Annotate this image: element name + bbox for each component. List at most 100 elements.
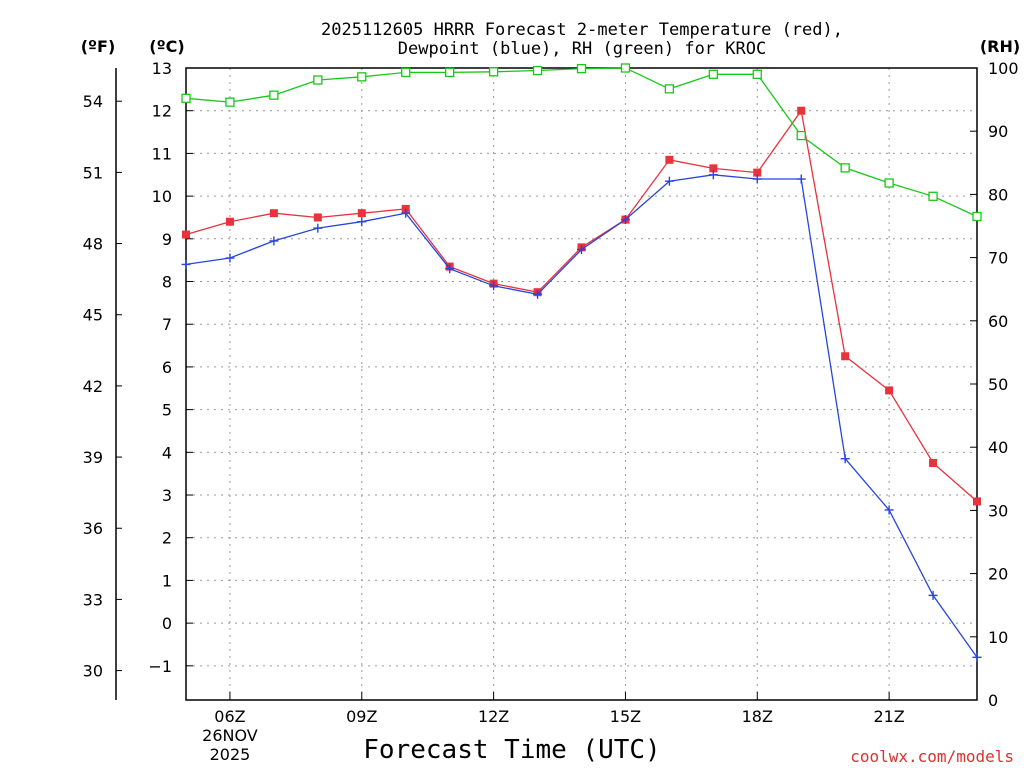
rh-point — [488, 67, 499, 77]
dewpoint-point — [313, 223, 323, 233]
rh-point — [181, 93, 191, 103]
rh-point — [401, 67, 411, 78]
chart-title-line-1: 2025112605 HRRR Forecast 2-meter Tempera… — [321, 20, 843, 40]
rh-point — [972, 211, 982, 222]
rh-tick-label: 30 — [988, 501, 1008, 520]
dewpoint-point — [269, 236, 279, 246]
dewpoint-point — [620, 215, 630, 225]
x-tick-label: 15Z — [610, 707, 641, 726]
rh-tick-label: 20 — [988, 565, 1008, 584]
rh-point — [576, 63, 587, 74]
x-tick-label: 06Z — [214, 707, 245, 726]
fahrenheit-tick-label: 45 — [83, 306, 103, 325]
temperature-point — [929, 459, 938, 467]
dewpoint-point — [884, 505, 894, 515]
grid-lines — [186, 67, 977, 700]
celsius-tick-label: 3 — [162, 486, 172, 505]
dewpoint-point — [225, 253, 235, 263]
fahrenheit-tick-label: 33 — [83, 590, 103, 609]
dewpoint-point — [928, 590, 938, 600]
temperature-point — [182, 230, 190, 239]
dewpoint-point — [664, 176, 674, 186]
rh-point — [928, 191, 938, 201]
fahrenheit-unit-label: (ºF) — [81, 37, 116, 56]
rh-point — [532, 65, 543, 76]
x-tick-year-label: 2025 — [210, 745, 251, 764]
dewpoint-point — [181, 259, 191, 269]
rh-tick-label: 0 — [988, 691, 998, 710]
rh-point — [313, 75, 323, 85]
celsius-tick-label: 2 — [162, 529, 172, 548]
dewpoint-point — [401, 208, 411, 218]
temperature-line — [185, 109, 978, 502]
celsius-tick-label: 12 — [152, 102, 172, 121]
celsius-unit-label: (ºC) — [149, 37, 184, 56]
x-tick-label: 18Z — [742, 707, 773, 726]
temperature-point — [269, 209, 278, 218]
rh-tick-label: 70 — [988, 249, 1008, 268]
axis-tick-labels: 131211109876543210−154514845423936333010… — [83, 59, 1019, 764]
fahrenheit-tick-label: 30 — [83, 662, 103, 681]
fahrenheit-tick-label: 36 — [83, 519, 103, 538]
celsius-tick-label: 11 — [152, 144, 172, 163]
temperature-point — [885, 386, 894, 395]
plot-frame — [185, 67, 978, 701]
temperature-point — [313, 213, 322, 222]
rh-tick-label: 90 — [988, 122, 1008, 141]
fahrenheit-tick-label: 54 — [83, 92, 103, 111]
dewpoint-point — [489, 281, 499, 291]
fahrenheit-tick-label: 39 — [83, 448, 103, 467]
rh-tick-label: 80 — [988, 185, 1008, 204]
dewpoint-point — [445, 264, 455, 274]
x-tick-label: 09Z — [346, 707, 377, 726]
x-axis-title: Forecast Time (UTC) — [363, 735, 660, 765]
celsius-tick-label: 5 — [162, 401, 172, 420]
rh-point — [708, 69, 718, 79]
axes — [115, 67, 978, 701]
rh-point — [445, 67, 455, 78]
rh-point — [225, 97, 235, 107]
celsius-tick-label: 6 — [162, 358, 172, 377]
temperature-point — [753, 168, 762, 177]
temperature-point — [841, 352, 850, 361]
rh-point — [357, 72, 367, 82]
fahrenheit-tick-label: 48 — [83, 235, 103, 254]
rh-point — [796, 130, 806, 141]
dewpoint-point — [840, 454, 850, 464]
temperature-point — [357, 209, 366, 218]
x-tick-label: 12Z — [478, 707, 509, 726]
rh-point — [752, 69, 762, 79]
dewpoint-point — [357, 217, 367, 227]
celsius-tick-label: 9 — [162, 230, 172, 249]
celsius-tick-label: −1 — [148, 657, 172, 676]
x-tick-label: 21Z — [873, 707, 904, 726]
dewpoint-point — [972, 652, 982, 662]
dewpoint-point — [796, 174, 806, 184]
rh-point — [620, 63, 631, 73]
dewpoint-point — [752, 174, 762, 184]
celsius-tick-label: 0 — [162, 614, 172, 633]
celsius-tick-label: 13 — [152, 59, 172, 78]
temperature-point — [709, 164, 718, 173]
temperature-point — [973, 497, 981, 506]
celsius-tick-label: 4 — [162, 443, 172, 462]
celsius-tick-label: 8 — [162, 273, 172, 292]
rh-unit-label: (RH) — [980, 37, 1020, 56]
credit-label: coolwx.com/models — [850, 747, 1014, 766]
fahrenheit-tick-label: 51 — [83, 163, 103, 182]
rh-tick-label: 50 — [988, 375, 1008, 394]
celsius-tick-label: 10 — [152, 187, 172, 206]
fahrenheit-tick-label: 42 — [83, 377, 103, 396]
dewpoint-point — [533, 289, 543, 299]
temperature-point — [665, 155, 674, 164]
temperature-point — [797, 106, 806, 115]
rh-point — [884, 178, 894, 188]
temperature-point — [225, 217, 234, 226]
x-tick-date-label: 26NOV — [202, 726, 258, 745]
celsius-tick-label: 1 — [162, 571, 172, 590]
rh-tick-label: 10 — [988, 628, 1008, 647]
celsius-tick-label: 7 — [162, 315, 172, 334]
rh-tick-label: 40 — [988, 438, 1008, 457]
rh-point — [269, 90, 279, 100]
